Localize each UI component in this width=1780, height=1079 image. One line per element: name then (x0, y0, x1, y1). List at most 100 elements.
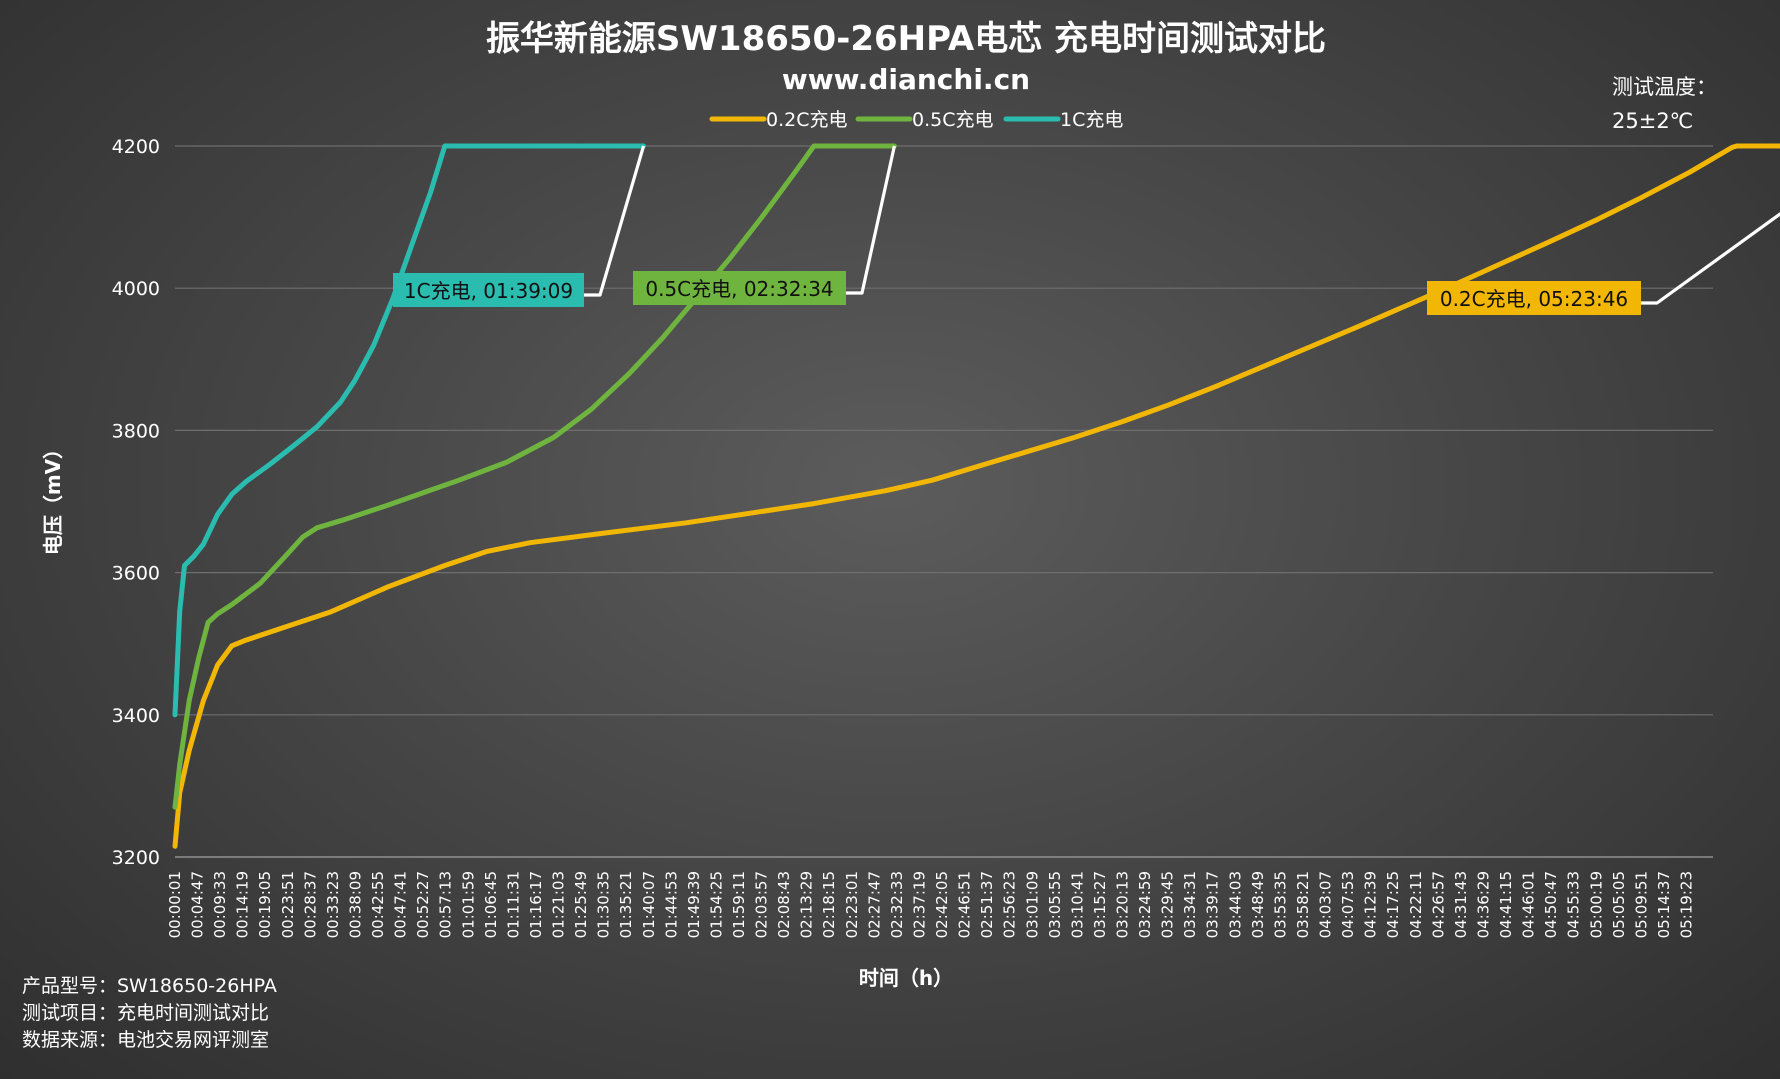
data-label: 0.2C充电, 05:23:46 (1440, 287, 1628, 311)
x-tick-label: 02:42:05 (933, 871, 951, 938)
x-tick-label: 03:53:35 (1271, 871, 1289, 938)
x-tick-label: 04:31:43 (1452, 871, 1470, 938)
x-tick-label: 03:34:31 (1181, 871, 1199, 938)
x-tick-label: 02:56:23 (1001, 871, 1019, 938)
x-tick-label: 01:30:35 (595, 871, 613, 938)
y-tick-label: 3800 (112, 420, 160, 442)
x-tick-label: 02:37:19 (910, 871, 928, 938)
x-tick-label: 01:21:03 (550, 871, 568, 938)
x-tick-label: 02:32:33 (888, 871, 906, 938)
chart-subtitle: www.dianchi.cn (782, 63, 1030, 96)
x-tick-label: 05:05:05 (1610, 871, 1628, 938)
x-tick-label: 03:44:03 (1226, 871, 1244, 938)
x-tick-label: 00:38:09 (346, 871, 364, 938)
y-tick-label: 3400 (112, 705, 160, 727)
x-tick-label: 04:17:25 (1384, 871, 1402, 938)
x-tick-label: 01:11:31 (504, 871, 522, 938)
series-line-1C充电 (172, 143, 646, 718)
y-axis-label: 电压（mV） (41, 439, 65, 555)
footer: 产品型号：SW18650-26HPA 测试项目：充电时间测试对比 数据来源：电池… (22, 973, 277, 1054)
y-axis: 3200 3400 3600 3800 4000 4200 (112, 136, 160, 869)
x-tick-label: 04:12:39 (1362, 871, 1380, 938)
x-tick-label: 03:29:45 (1159, 871, 1177, 938)
x-tick-label: 00:00:01 (166, 871, 184, 938)
series-line-0.2C充电 (172, 143, 1780, 849)
x-tick-label: 00:28:37 (301, 871, 319, 938)
y-tick-label: 3600 (112, 563, 160, 585)
data-label: 0.5C充电, 02:32:34 (645, 277, 833, 301)
x-tick-label: 04:22:11 (1407, 871, 1425, 938)
x-tick-label: 03:15:27 (1091, 871, 1109, 938)
x-tick-label: 04:36:29 (1474, 871, 1492, 938)
x-tick-label: 00:57:13 (437, 871, 455, 938)
label-box (633, 271, 846, 305)
x-tick-label: 05:00:19 (1587, 871, 1605, 938)
x-tick-label: 01:59:11 (730, 871, 748, 938)
label-box (1427, 281, 1641, 315)
label-leader-line (584, 145, 646, 297)
x-tick-label: 04:26:57 (1429, 871, 1447, 938)
footer-model: 产品型号：SW18650-26HPA (22, 975, 277, 997)
series-line-0.5C充电 (172, 143, 897, 810)
x-tick-label: 02:03:57 (753, 871, 771, 938)
legend-label: 0.2C充电 (766, 109, 847, 131)
x-tick-label: 01:54:25 (707, 871, 725, 938)
x-tick-label: 01:35:21 (617, 871, 635, 938)
x-tick-label: 02:13:29 (798, 871, 816, 938)
x-tick-label: 01:16:17 (527, 871, 545, 938)
x-tick-label: 04:46:01 (1520, 871, 1538, 938)
label-leader-line (1641, 212, 1780, 305)
x-tick-label: 03:01:09 (1023, 871, 1041, 938)
x-tick-label: 01:25:49 (572, 871, 590, 938)
x-tick-label: 02:23:01 (843, 871, 861, 938)
x-tick-label: 05:19:23 (1677, 871, 1695, 938)
y-tick-label: 3200 (112, 847, 160, 869)
x-tick-label: 03:58:21 (1294, 871, 1312, 938)
temperature-value: 25±2℃ (1612, 109, 1693, 133)
series-lines (172, 143, 1780, 849)
x-tick-label: 03:05:55 (1046, 871, 1064, 938)
label-leader-line (846, 145, 896, 295)
chart-title: 振华新能源SW18650-26HPA电芯 充电时间测试对比 (486, 19, 1326, 59)
x-tick-label: 00:33:23 (324, 871, 342, 938)
y-tick-label: 4200 (112, 136, 160, 158)
x-tick-label: 05:14:37 (1655, 871, 1673, 938)
label-box (393, 273, 584, 307)
x-tick-label: 00:04:47 (189, 871, 207, 938)
x-axis-label: 时间（h） (859, 966, 953, 990)
legend-label: 0.5C充电 (912, 109, 993, 131)
x-tick-label: 00:23:51 (279, 871, 297, 938)
x-tick-label: 04:07:53 (1339, 871, 1357, 938)
x-tick-label: 05:09:51 (1632, 871, 1650, 938)
temperature-label: 测试温度： (1612, 75, 1717, 99)
x-tick-label: 01:06:45 (482, 871, 500, 938)
x-tick-label: 04:50:47 (1542, 871, 1560, 938)
x-tick-label: 02:08:43 (775, 871, 793, 938)
x-tick-label: 00:14:19 (234, 871, 252, 938)
x-tick-label: 02:27:47 (865, 871, 883, 938)
x-tick-label: 03:48:49 (1249, 871, 1267, 938)
x-tick-label: 03:24:59 (1136, 871, 1154, 938)
x-tick-label: 02:46:51 (956, 871, 974, 938)
x-tick-label: 03:39:17 (1204, 871, 1222, 938)
x-tick-label: 02:51:37 (978, 871, 996, 938)
x-tick-label: 02:18:15 (820, 871, 838, 938)
x-tick-label: 04:55:33 (1565, 871, 1583, 938)
x-tick-label: 03:10:41 (1068, 871, 1086, 938)
x-tick-label: 04:41:15 (1497, 871, 1515, 938)
x-tick-label: 00:52:27 (414, 871, 432, 938)
x-tick-label: 00:42:55 (369, 871, 387, 938)
x-tick-label: 01:44:53 (662, 871, 680, 938)
x-tick-label: 00:19:05 (256, 871, 274, 938)
x-tick-label: 01:40:07 (640, 871, 658, 938)
x-axis: 00:00:01 00:04:47 00:09:33 00:14:19 00:19:05… (166, 856, 1713, 938)
x-tick-label: 00:09:33 (211, 871, 229, 938)
x-tick-label: 04:03:07 (1317, 871, 1335, 938)
x-tick-label: 01:49:39 (685, 871, 703, 938)
legend-label: 1C充电 (1060, 109, 1123, 131)
x-tick-label: 03:20:13 (1114, 871, 1132, 938)
x-tick-label: 00:47:41 (392, 871, 410, 938)
legend: 0.2C充电 0.5C充电 1C充电 (709, 109, 1123, 131)
footer-data-source: 数据来源：电池交易网评测室 (22, 1029, 270, 1051)
